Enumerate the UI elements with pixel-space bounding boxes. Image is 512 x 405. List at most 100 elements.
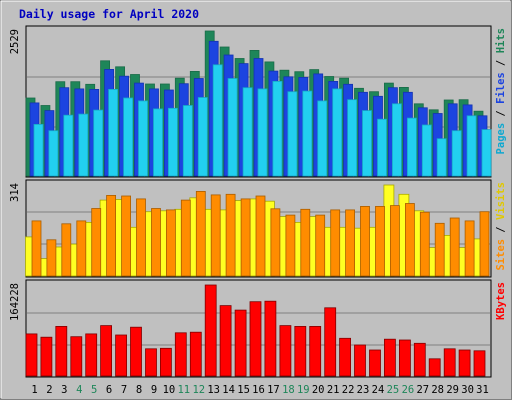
x-tick-label-11: 11 (177, 384, 190, 396)
bar-pages-day-26 (406, 117, 417, 177)
bar-pages-day-9 (153, 108, 163, 177)
bar-kbytes-day-26 (398, 339, 411, 377)
bar-pages-day-27 (421, 124, 432, 177)
bar-pages-day-10 (167, 107, 178, 177)
x-tick-label-26: 26 (402, 384, 415, 396)
bar-pages-day-1 (33, 124, 44, 177)
x-tick-label-19: 19 (297, 384, 310, 396)
bar-pages-day-28 (436, 138, 447, 177)
bar-pages-day-8 (138, 100, 148, 177)
x-tick-label-31: 31 (476, 384, 489, 396)
bar-kbytes-day-11 (174, 332, 187, 377)
bar-pages-day-5 (93, 109, 104, 177)
bar-kbytes-day-31 (473, 350, 486, 377)
bar-sites-day-22 (345, 209, 356, 277)
axis-legend-pages: Pages (495, 123, 507, 155)
bar-pages-day-18 (287, 91, 298, 177)
x-tick-label-22: 22 (342, 384, 355, 396)
x-tick-label-17: 17 (267, 384, 280, 396)
x-tick-label-24: 24 (372, 384, 385, 396)
bar-kbytes-day-15 (234, 309, 247, 377)
bar-kbytes-day-19 (294, 325, 307, 377)
bar-kbytes-day-4 (70, 336, 83, 377)
bar-sites-day-21 (330, 209, 341, 277)
bar-kbytes-day-27 (413, 342, 426, 377)
bar-sites-day-7 (121, 195, 131, 277)
bar-pages-day-4 (78, 113, 89, 177)
x-tick-label-2: 2 (46, 384, 52, 396)
bar-sites-day-2 (46, 239, 57, 277)
bar-sites-day-19 (300, 208, 311, 277)
x-tick-label-15: 15 (237, 384, 250, 396)
bar-kbytes-day-8 (130, 326, 142, 377)
bar-pages-day-11 (182, 105, 193, 177)
bar-pages-day-30 (466, 115, 477, 177)
bar-pages-day-21 (332, 88, 343, 177)
bar-sites-day-30 (464, 220, 475, 277)
x-tick-label-4: 4 (76, 384, 82, 396)
x-tick-label-30: 30 (461, 384, 474, 396)
bar-pages-day-25 (391, 103, 402, 177)
ymax-label-kbytes: 164228 (9, 283, 21, 321)
bar-sites-day-15 (240, 198, 251, 277)
x-tick-label-3: 3 (61, 384, 67, 396)
bar-pages-day-19 (302, 90, 313, 177)
bar-pages-day-14 (227, 78, 238, 177)
bar-sites-day-1 (31, 220, 42, 277)
bar-pages-day-15 (242, 87, 253, 177)
bar-kbytes-day-30 (458, 349, 471, 377)
bar-sites-day-18 (285, 214, 296, 277)
bar-kbytes-day-9 (145, 348, 157, 377)
axis-legend-separator: / (495, 53, 507, 72)
bar-sites-day-8 (136, 198, 146, 277)
bar-kbytes-day-28 (428, 358, 441, 377)
x-tick-label-14: 14 (222, 384, 235, 396)
bar-marks (25, 30, 492, 377)
ymax-label-hits-files-pages: 2529 (9, 29, 21, 54)
bar-pages-day-16 (257, 88, 268, 177)
bar-pages-day-22 (347, 99, 358, 177)
x-tick-label-23: 23 (357, 384, 370, 396)
bar-pages-day-23 (362, 110, 372, 177)
bar-sites-day-25 (389, 205, 400, 277)
bar-pages-day-29 (451, 130, 462, 177)
axis-legend-separator: / (495, 220, 507, 239)
axis-legend-sites: Sites (495, 239, 507, 271)
axis-legend-visits-sites: Sites / Visits (495, 182, 507, 271)
bar-sites-day-5 (91, 208, 102, 277)
x-tick-label-28: 28 (431, 384, 444, 396)
bar-sites-day-10 (165, 209, 176, 277)
axis-legend-kbytes: KBytes (495, 282, 507, 320)
axis-legend-hits-files-pages: Pages / Files / Hits (495, 28, 507, 154)
x-tick-label-1: 1 (31, 384, 37, 396)
x-tick-label-20: 20 (312, 384, 325, 396)
bar-sites-day-9 (151, 208, 161, 277)
bar-kbytes-day-5 (85, 333, 98, 377)
bar-sites-day-31 (479, 211, 490, 277)
bar-kbytes-day-3 (55, 325, 68, 377)
bar-kbytes-day-21 (324, 307, 337, 377)
bar-kbytes-day-14 (219, 305, 232, 377)
bar-kbytes-day-7 (115, 334, 127, 377)
axis-legend-kbytes: KBytes (495, 282, 507, 320)
bar-kbytes-day-2 (40, 336, 53, 377)
x-tick-label-5: 5 (91, 384, 97, 396)
bar-sites-day-24 (375, 205, 385, 277)
bar-sites-day-28 (434, 222, 445, 277)
bar-kbytes-day-24 (369, 349, 381, 377)
bar-sites-day-6 (106, 194, 116, 277)
bar-pages-day-6 (108, 89, 118, 177)
bar-sites-day-20 (315, 214, 326, 277)
bar-pages-day-3 (63, 114, 74, 177)
bar-kbytes-day-17 (264, 300, 277, 377)
bar-sites-day-14 (225, 193, 236, 277)
x-tick-label-27: 27 (416, 384, 429, 396)
bar-pages-day-13 (212, 64, 223, 177)
x-tick-label-9: 9 (151, 384, 157, 396)
bar-kbytes-day-6 (100, 325, 112, 377)
bar-pages-day-17 (272, 81, 283, 177)
bar-kbytes-day-18 (279, 325, 292, 377)
x-tick-label-21: 21 (327, 384, 340, 396)
axis-legend-hits: Hits (495, 28, 507, 53)
